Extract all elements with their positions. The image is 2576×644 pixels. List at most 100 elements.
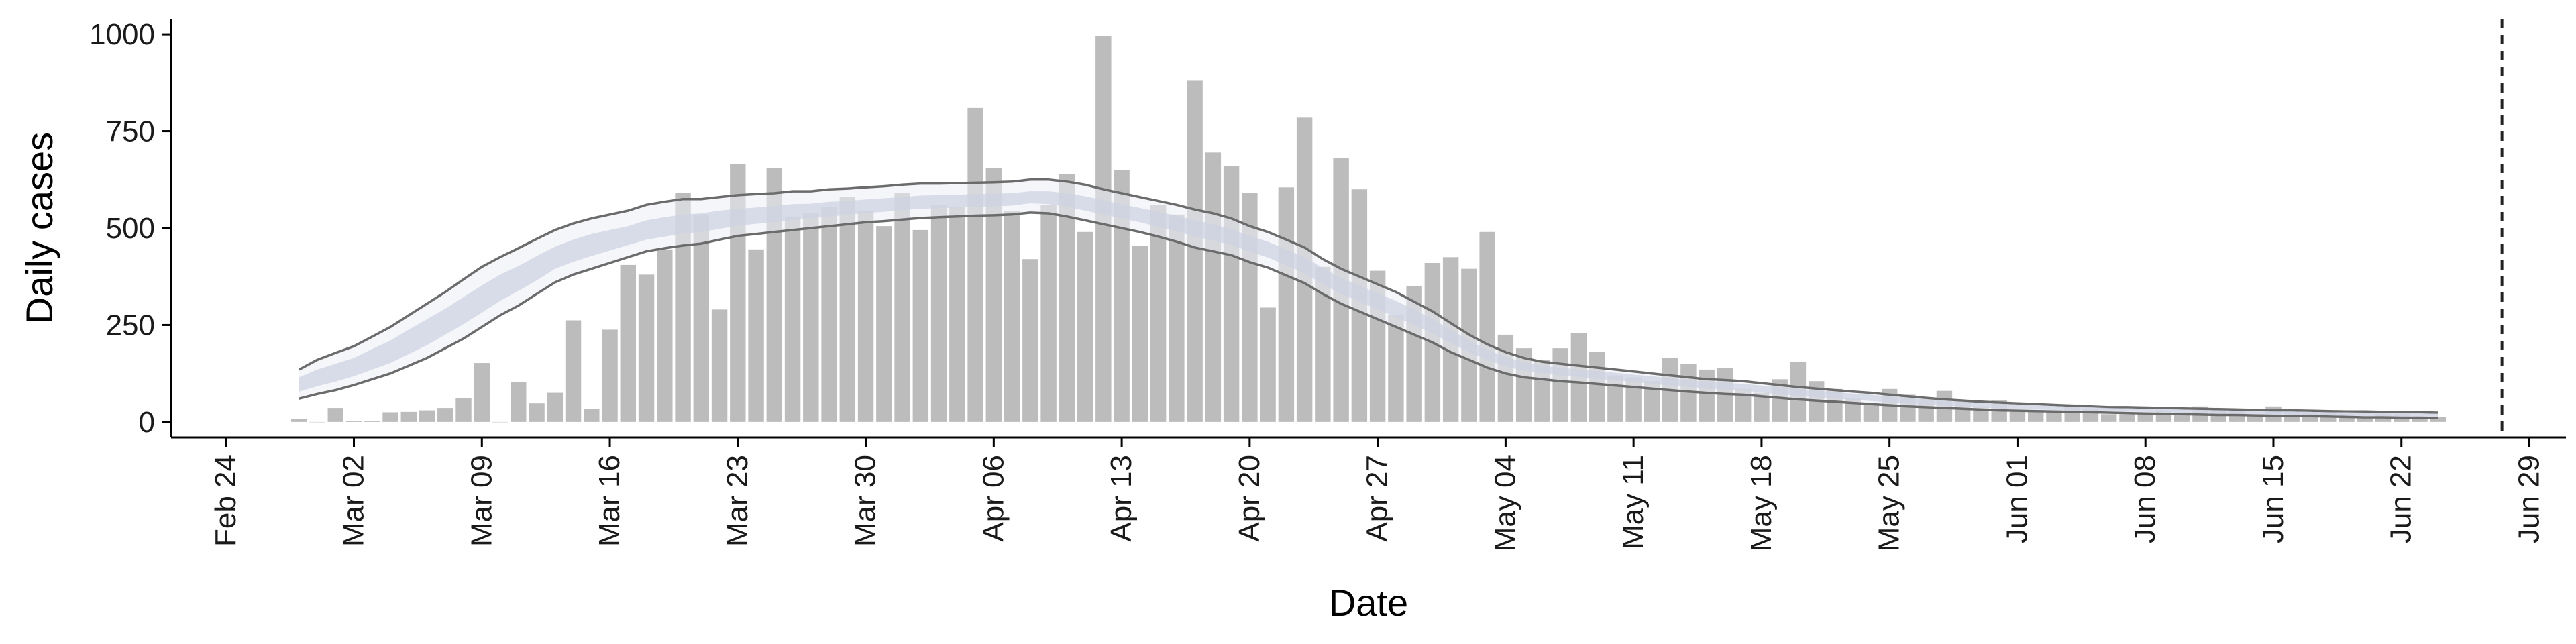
bar — [492, 421, 508, 423]
x-axis-title: Date — [1329, 582, 1408, 624]
bar — [657, 249, 673, 422]
bar — [1735, 388, 1752, 422]
bar — [876, 226, 892, 422]
bar — [1863, 402, 1880, 422]
bar — [821, 207, 837, 422]
bar — [291, 419, 307, 422]
band-inner-layer — [299, 191, 2438, 417]
bar — [2357, 418, 2373, 422]
bar — [839, 197, 856, 422]
x-tick-label: Mar 16 — [593, 455, 626, 547]
bar — [1004, 211, 1020, 422]
bar — [2027, 410, 2044, 422]
bar — [584, 409, 600, 422]
axes-layer — [170, 19, 2566, 439]
bar — [803, 212, 819, 422]
bar — [912, 229, 929, 422]
bar — [930, 205, 947, 422]
bar — [1315, 266, 1331, 422]
bar — [419, 410, 435, 422]
bar — [309, 421, 325, 423]
bar — [1205, 152, 1222, 422]
bar — [400, 411, 417, 422]
bar — [894, 193, 910, 422]
bar — [382, 412, 398, 422]
bar — [2247, 414, 2263, 422]
bar — [474, 363, 490, 422]
bar — [529, 403, 545, 422]
bar — [1169, 214, 1185, 422]
x-tick-label: Mar 23 — [721, 455, 754, 547]
y-tick-label: 250 — [106, 309, 155, 341]
bar — [1552, 348, 1568, 422]
bar — [455, 398, 472, 422]
bar — [1114, 170, 1130, 422]
bar — [565, 320, 582, 422]
x-tick-label: Apr 06 — [977, 455, 1010, 542]
bar — [1845, 398, 1861, 422]
bar — [437, 408, 453, 422]
bar — [620, 264, 637, 422]
x-ticks: Feb 24 Mar 02 Mar 09 Mar 16 Mar 23 Mar 30 Apr … — [209, 437, 2545, 551]
y-ticks: 0 250 500 750 1000 — [89, 18, 171, 439]
bar — [1278, 187, 1295, 422]
y-tick-label: 500 — [106, 212, 155, 245]
bar — [1479, 231, 1495, 422]
bar — [857, 211, 874, 422]
x-tick-label: Apr 13 — [1105, 455, 1138, 542]
x-tick-label: May 11 — [1617, 455, 1650, 549]
bar — [1589, 352, 1605, 422]
outer-band-lower-line — [299, 211, 2438, 419]
bar — [693, 214, 710, 422]
bar — [1132, 246, 1148, 422]
bar — [2119, 414, 2135, 422]
x-tick-label: May 04 — [1489, 455, 1521, 551]
x-tick-label: Feb 24 — [209, 455, 242, 547]
bar — [1754, 392, 1770, 422]
bar — [2100, 414, 2117, 422]
bar — [1150, 205, 1167, 422]
inner-band-area — [299, 191, 2438, 417]
bar — [1187, 80, 1203, 422]
y-tick-label: 750 — [106, 115, 155, 148]
bar — [1497, 334, 1514, 422]
bar — [1260, 307, 1276, 422]
bar — [1699, 369, 1715, 422]
bar — [364, 421, 380, 422]
bar — [1223, 166, 1240, 422]
bar — [711, 309, 728, 422]
bar — [675, 193, 691, 422]
x-tick-label: Jun 22 — [2385, 455, 2418, 543]
x-tick-label: Jun 15 — [2257, 455, 2290, 543]
x-tick-label: Jun 29 — [2512, 455, 2545, 543]
x-tick-label: Apr 20 — [1233, 455, 1266, 542]
bar — [1022, 259, 1038, 422]
bar — [1388, 315, 1404, 422]
y-axis-title: Daily cases — [18, 132, 60, 324]
bar — [748, 249, 764, 422]
bar — [1077, 231, 1093, 422]
bar — [1607, 375, 1623, 422]
bar — [949, 207, 965, 422]
bar — [784, 216, 801, 422]
bar — [345, 421, 362, 422]
bar — [1040, 205, 1057, 422]
bar — [967, 107, 983, 422]
bar — [511, 382, 527, 422]
x-tick-label: Apr 27 — [1361, 455, 1394, 542]
x-tick-label: Jun 08 — [2129, 455, 2161, 543]
x-tick-label: Mar 09 — [465, 455, 498, 547]
bar — [2412, 416, 2428, 422]
bar — [2430, 417, 2446, 422]
bar — [327, 408, 343, 422]
bar — [547, 392, 564, 422]
bar — [2009, 410, 2026, 422]
bar — [1644, 381, 1660, 422]
x-tick-label: Mar 02 — [337, 455, 370, 547]
bars-layer — [291, 36, 2446, 423]
bar — [638, 274, 655, 422]
bar — [985, 168, 1002, 422]
x-tick-label: May 18 — [1745, 455, 1778, 551]
bar — [602, 329, 618, 422]
